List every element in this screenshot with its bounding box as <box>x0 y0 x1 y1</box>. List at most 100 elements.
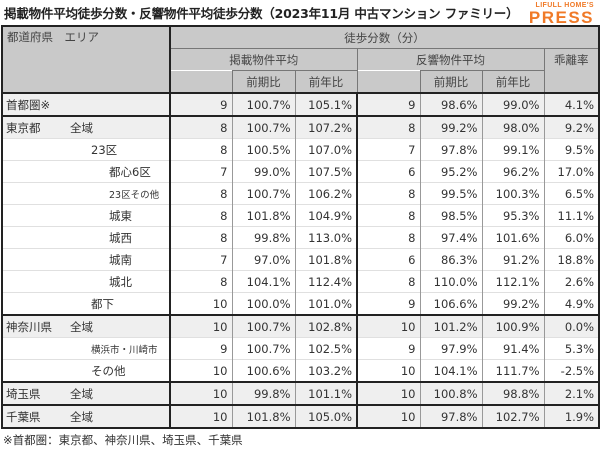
listing-minutes: 10 <box>169 381 233 405</box>
response-minutes: 10 <box>356 359 421 382</box>
response-minutes: 6 <box>356 160 421 183</box>
response-prev-period: 97.8% <box>419 138 483 161</box>
area-label: 全域 <box>70 319 93 334</box>
divergence: 0.0% <box>543 314 600 338</box>
listing-minutes: 8 <box>169 182 233 205</box>
divergence: 4.9% <box>543 292 600 315</box>
area-label: 全域 <box>70 386 93 401</box>
response-prev-period: 104.1% <box>419 359 483 382</box>
walk-minutes-table: 都道府県 エリア 徒歩分数（分） 掲載物件平均 反響物件平均 乖離率 前期比 前… <box>1 25 600 429</box>
table-row: 23区その他 8 100.7% 106.2% 8 99.5% 100.3% 6.… <box>1 182 600 205</box>
response-minutes: 8 <box>356 115 421 139</box>
listing-minutes: 8 <box>169 270 233 293</box>
logo-bottom-text: PRESS <box>528 8 594 27</box>
response-prev-year: 98.0% <box>481 115 545 139</box>
listing-prev-period: 99.0% <box>231 160 296 183</box>
table-row: 首都圏※ 9 100.7% 105.1% 9 98.6% 99.0% 4.1% <box>1 92 600 116</box>
response-minutes: 10 <box>356 314 421 338</box>
pref-label: 埼玉県 <box>6 386 41 401</box>
listing-prev-period: 101.8% <box>231 204 296 227</box>
area-cell: 都心6区 <box>1 160 171 183</box>
header-row-3: 前期比 前年比 前期比 前年比 <box>2 70 599 94</box>
area-cell: 千葉県 全域 <box>1 404 171 429</box>
header-listing-prev-year: 前年比 <box>294 70 358 94</box>
listing-prev-year: 102.8% <box>294 314 358 338</box>
listing-prev-period: 104.1% <box>231 270 296 293</box>
response-prev-period: 86.3% <box>419 248 483 271</box>
table-row: 都心6区 7 99.0% 107.5% 6 95.2% 96.2% 17.0% <box>1 160 600 183</box>
divergence: 11.1% <box>543 204 600 227</box>
area-cell: 城東 <box>1 204 171 227</box>
header-response-prev-period: 前期比 <box>419 70 483 94</box>
area-label: 城北 <box>109 274 132 289</box>
area-label: 城西 <box>109 230 132 245</box>
response-prev-year: 96.2% <box>481 160 545 183</box>
listing-prev-year: 104.9% <box>294 204 358 227</box>
area-label: 全域 <box>70 120 93 135</box>
area-cell: 都下 <box>1 292 171 315</box>
listing-prev-period: 100.7% <box>231 115 296 139</box>
listing-minutes: 9 <box>169 92 233 116</box>
response-prev-year: 95.3% <box>481 204 545 227</box>
response-minutes: 8 <box>356 270 421 293</box>
response-prev-year: 112.1% <box>481 270 545 293</box>
response-prev-period: 97.9% <box>419 337 483 360</box>
logo-top-text: LIFULL HOME'S <box>535 2 594 9</box>
divergence: 2.6% <box>543 270 600 293</box>
area-label: 23区その他 <box>109 189 160 201</box>
header-response-blank <box>356 70 421 94</box>
response-prev-year: 99.0% <box>481 92 545 116</box>
listing-minutes: 8 <box>169 115 233 139</box>
divergence: 5.3% <box>543 337 600 360</box>
response-minutes: 9 <box>356 292 421 315</box>
listing-minutes: 10 <box>169 292 233 315</box>
area-label: 23区 <box>91 142 118 157</box>
pref-label: 東京都 <box>6 120 41 135</box>
header-walk-minutes: 徒歩分数（分） <box>169 25 600 49</box>
area-cell: 神奈川県 全域 <box>1 314 171 338</box>
table-row: 千葉県 全域 10 101.8% 105.0% 10 97.8% 102.7% 1… <box>1 404 600 429</box>
table-row: 城西 8 99.8% 113.0% 8 97.4% 101.6% 6.0% <box>1 226 600 249</box>
divergence: 9.2% <box>543 115 600 139</box>
response-prev-year: 99.1% <box>481 138 545 161</box>
listing-prev-period: 99.8% <box>231 381 296 405</box>
divergence: 17.0% <box>543 160 600 183</box>
listing-prev-year: 101.8% <box>294 248 358 271</box>
area-cell: 城西 <box>1 226 171 249</box>
area-cell: その他 <box>1 359 171 382</box>
response-prev-period: 97.4% <box>419 226 483 249</box>
pref-label: 神奈川県 <box>6 319 52 334</box>
lifull-homes-press-logo: LIFULL HOME'S PRESS <box>529 2 594 26</box>
listing-prev-period: 100.7% <box>231 182 296 205</box>
listing-prev-year: 106.2% <box>294 182 358 205</box>
area-label: 横浜市・川崎市 <box>91 344 158 356</box>
listing-minutes: 10 <box>169 359 233 382</box>
area-cell: 東京都 全域 <box>1 115 171 139</box>
listing-prev-year: 107.0% <box>294 138 358 161</box>
area-cell: 埼玉県 全域 <box>1 381 171 405</box>
header-area: 都道府県 エリア <box>1 25 171 94</box>
area-cell: 城北 <box>1 270 171 293</box>
listing-minutes: 9 <box>169 337 233 360</box>
response-prev-period: 100.8% <box>419 381 483 405</box>
response-minutes: 8 <box>356 182 421 205</box>
area-cell: 城南 <box>1 248 171 271</box>
area-label: 都心6区 <box>109 164 151 179</box>
listing-prev-year: 112.4% <box>294 270 358 293</box>
response-minutes: 6 <box>356 248 421 271</box>
header-response-prev-year: 前年比 <box>481 70 545 94</box>
response-prev-period: 97.8% <box>419 404 483 429</box>
table-row: その他 10 100.6% 103.2% 10 104.1% 111.7% -2… <box>1 359 600 382</box>
listing-minutes: 7 <box>169 248 233 271</box>
response-prev-year: 99.2% <box>481 292 545 315</box>
listing-prev-year: 107.5% <box>294 160 358 183</box>
listing-prev-period: 100.7% <box>231 337 296 360</box>
area-cell: 23区その他 <box>1 182 171 205</box>
divergence: 18.8% <box>543 248 600 271</box>
listing-prev-year: 113.0% <box>294 226 358 249</box>
listing-minutes: 10 <box>169 314 233 338</box>
header-listing-avg: 掲載物件平均 <box>169 48 358 71</box>
table-row: 埼玉県 全域 10 99.8% 101.1% 10 100.8% 98.8% 2.… <box>1 381 600 405</box>
header-listing-prev-period: 前期比 <box>231 70 296 94</box>
header-row-2: 掲載物件平均 反響物件平均 乖離率 <box>2 48 600 94</box>
